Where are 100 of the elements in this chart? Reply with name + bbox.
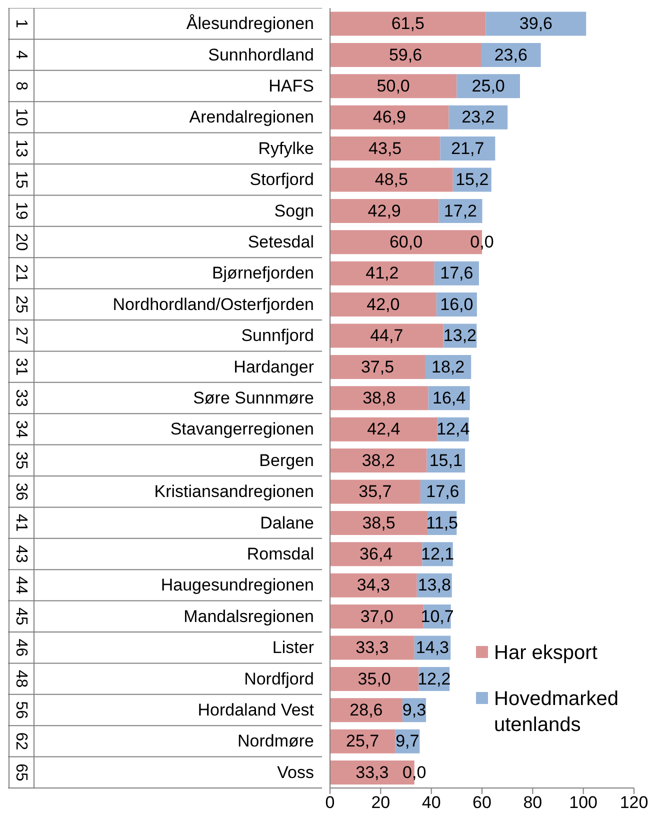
data-label: 15,1 bbox=[429, 450, 462, 470]
bar bbox=[330, 729, 396, 754]
data-label: 48,5 bbox=[374, 170, 408, 190]
bar bbox=[330, 636, 414, 660]
text: 13 bbox=[12, 140, 30, 158]
bar bbox=[330, 198, 439, 223]
data-label: 18,2 bbox=[432, 357, 465, 376]
text: 46 bbox=[12, 638, 30, 657]
data-label: 46,9 bbox=[372, 108, 406, 127]
legend-label: Hovedmarked utenlands bbox=[494, 687, 620, 738]
bar bbox=[330, 105, 449, 130]
bar bbox=[440, 136, 496, 161]
bar bbox=[330, 573, 417, 598]
data-label: 21,7 bbox=[451, 138, 484, 158]
text: 34 bbox=[12, 420, 30, 438]
bar bbox=[486, 12, 586, 36]
y-tick-label: Sogn bbox=[274, 201, 314, 220]
data-label: 35,7 bbox=[358, 482, 392, 502]
x-tick-label: 80 bbox=[523, 793, 542, 812]
bar bbox=[330, 292, 436, 317]
data-label: 17,2 bbox=[444, 201, 478, 220]
bar bbox=[330, 324, 444, 348]
data-label: 33,3 bbox=[356, 762, 389, 782]
text: 56 bbox=[12, 701, 30, 719]
data-label: 36,4 bbox=[360, 544, 393, 564]
bar bbox=[330, 448, 427, 473]
text: 21 bbox=[12, 264, 30, 282]
x-tick-label: 20 bbox=[371, 793, 390, 812]
data-label: 34,3 bbox=[356, 576, 390, 595]
bar bbox=[330, 480, 420, 504]
data-label: 12,4 bbox=[436, 420, 470, 439]
text: 27 bbox=[12, 326, 30, 345]
bar bbox=[330, 604, 424, 629]
data-label: 12,2 bbox=[418, 669, 451, 688]
text: 4 bbox=[12, 50, 30, 60]
data-label: 14,3 bbox=[416, 638, 450, 658]
text: 10 bbox=[12, 108, 30, 126]
data-label: 17,6 bbox=[426, 482, 460, 502]
bar bbox=[330, 74, 457, 98]
data-label: 50,0 bbox=[376, 76, 410, 96]
text: 43 bbox=[12, 545, 30, 563]
text: 41 bbox=[12, 514, 30, 532]
data-label: 44,7 bbox=[370, 326, 404, 346]
data-label: 41,2 bbox=[366, 264, 399, 283]
bar bbox=[330, 666, 419, 691]
y-tick-label: Sunnhordland bbox=[208, 45, 314, 64]
text: 8 bbox=[12, 82, 30, 91]
data-label: 17,6 bbox=[440, 264, 474, 283]
text: 44 bbox=[12, 576, 30, 594]
y-tick-label: Nordhordland/Osterfjorden bbox=[112, 294, 314, 314]
text: 62 bbox=[12, 732, 30, 750]
data-label: 13,2 bbox=[443, 326, 477, 346]
y-tick-label: Søre Sunnmøre bbox=[193, 388, 314, 408]
data-label: 25,7 bbox=[346, 732, 380, 751]
bar bbox=[330, 136, 440, 161]
text: 33 bbox=[12, 389, 30, 407]
data-label: 16,0 bbox=[440, 294, 474, 314]
y-tick-label: Nordmøre bbox=[237, 732, 314, 751]
y-tick-label: Storfjord bbox=[250, 170, 314, 190]
data-label: 9,7 bbox=[396, 732, 420, 751]
data-label: 38,8 bbox=[362, 388, 396, 408]
text: 45 bbox=[12, 608, 30, 626]
bar bbox=[330, 542, 422, 566]
text: 1 bbox=[12, 19, 30, 28]
y-tick-label: Haugesundregionen bbox=[160, 576, 314, 595]
x-tick-label: 0 bbox=[325, 793, 335, 812]
y-tick-label: Nordfjord bbox=[244, 669, 314, 688]
data-label: 16,4 bbox=[432, 388, 466, 408]
data-label: 0,0 bbox=[470, 232, 494, 252]
data-label: 60,0 bbox=[389, 232, 423, 252]
text: 36 bbox=[12, 482, 30, 501]
y-tick-label: Lister bbox=[272, 638, 314, 658]
x-tick-label: 60 bbox=[472, 793, 492, 812]
y-tick-label: HAFS bbox=[268, 76, 314, 96]
y-tick-label: Hardanger bbox=[234, 357, 314, 376]
x-tick-label: 100 bbox=[569, 793, 598, 812]
bar bbox=[330, 12, 486, 36]
data-label: 13,8 bbox=[418, 576, 451, 595]
data-label: 23,6 bbox=[494, 45, 528, 64]
data-label: 33,3 bbox=[356, 638, 389, 658]
text: 48 bbox=[12, 670, 30, 688]
data-label: 28,6 bbox=[350, 700, 383, 720]
text: 35 bbox=[12, 452, 30, 470]
y-tick-label: Ryfylke bbox=[258, 138, 314, 158]
y-tick-label: Kristiansandregionen bbox=[154, 482, 314, 502]
data-label: 0,0 bbox=[402, 762, 426, 782]
data-label: 61,5 bbox=[391, 14, 424, 34]
data-label: 12,1 bbox=[420, 544, 454, 564]
x-tick-label: 120 bbox=[620, 793, 648, 812]
data-label: 35,0 bbox=[358, 669, 391, 688]
x-tick-label: 40 bbox=[422, 793, 441, 812]
bar bbox=[330, 168, 453, 192]
y-tick-label: Setesdal bbox=[248, 232, 314, 252]
data-label: 11,5 bbox=[426, 513, 458, 532]
bar bbox=[330, 42, 481, 67]
y-tick-label: Romsdal bbox=[246, 544, 314, 564]
data-label: 37,5 bbox=[360, 357, 394, 376]
data-label: 25,0 bbox=[472, 76, 505, 96]
bar bbox=[330, 386, 428, 410]
data-label: 10,7 bbox=[420, 606, 454, 626]
